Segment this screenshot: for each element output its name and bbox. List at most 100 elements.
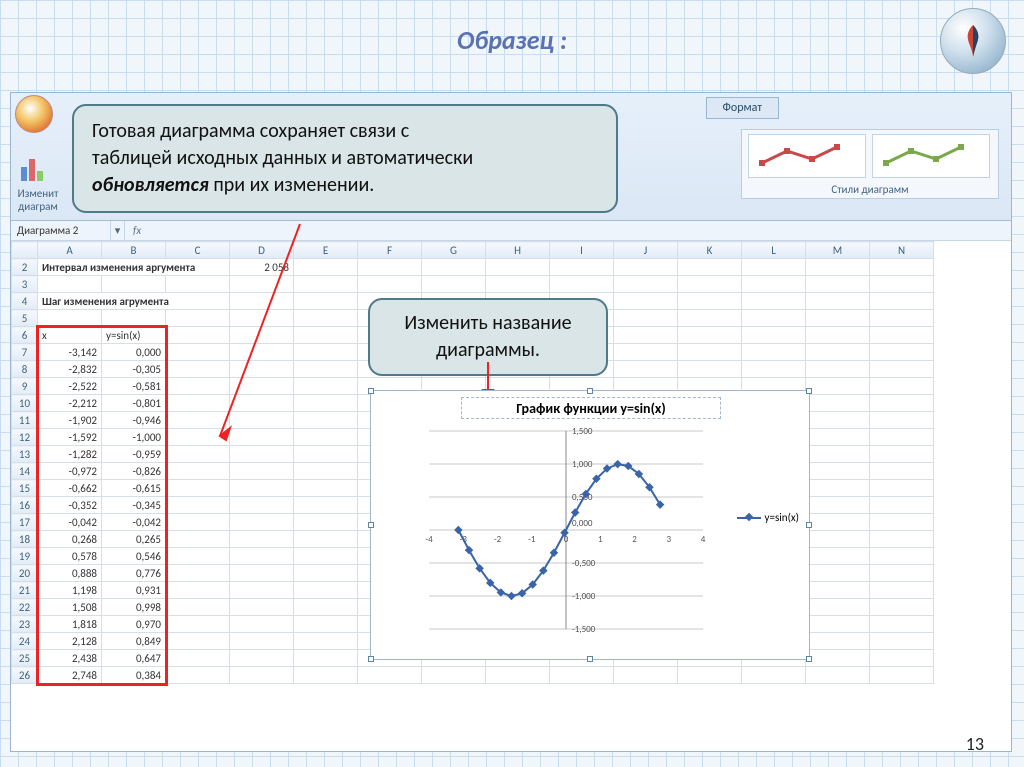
cell[interactable]: 2 058 bbox=[230, 259, 294, 276]
cell[interactable]: 0,000 bbox=[102, 344, 166, 361]
cell[interactable] bbox=[294, 446, 358, 463]
cell[interactable] bbox=[294, 293, 358, 310]
cell[interactable] bbox=[294, 633, 358, 650]
cell[interactable] bbox=[550, 259, 614, 276]
row-header[interactable]: 10 bbox=[12, 395, 38, 412]
cell[interactable] bbox=[294, 276, 358, 293]
cell[interactable] bbox=[870, 616, 934, 633]
name-box[interactable]: Диаграмма 2 bbox=[11, 221, 111, 240]
col-header[interactable]: B bbox=[102, 242, 166, 259]
cell[interactable]: 0,970 bbox=[102, 616, 166, 633]
cell[interactable] bbox=[230, 633, 294, 650]
cell[interactable] bbox=[230, 531, 294, 548]
cell[interactable] bbox=[870, 293, 934, 310]
cell[interactable] bbox=[230, 565, 294, 582]
col-header[interactable]: N bbox=[870, 242, 934, 259]
cell[interactable]: -3,142 bbox=[38, 344, 102, 361]
chart-type-icon[interactable] bbox=[17, 149, 53, 185]
cell[interactable] bbox=[230, 514, 294, 531]
cell[interactable]: 0,384 bbox=[102, 667, 166, 684]
cell[interactable] bbox=[550, 276, 614, 293]
cell[interactable] bbox=[870, 344, 934, 361]
name-box-dropdown[interactable]: ▾ bbox=[111, 221, 125, 240]
cell[interactable] bbox=[614, 293, 678, 310]
cell[interactable] bbox=[166, 412, 230, 429]
cell[interactable] bbox=[230, 582, 294, 599]
cell[interactable] bbox=[742, 259, 806, 276]
cell[interactable]: x bbox=[38, 327, 102, 344]
cell[interactable] bbox=[870, 667, 934, 684]
cell[interactable] bbox=[294, 378, 358, 395]
row-header[interactable]: 20 bbox=[12, 565, 38, 582]
cell[interactable] bbox=[806, 667, 870, 684]
row-header[interactable]: 23 bbox=[12, 616, 38, 633]
cell[interactable] bbox=[806, 463, 870, 480]
cell[interactable]: Интервал изменения аргумента bbox=[38, 259, 230, 276]
cell[interactable] bbox=[806, 599, 870, 616]
cell[interactable] bbox=[294, 259, 358, 276]
cell[interactable] bbox=[422, 259, 486, 276]
cell[interactable] bbox=[806, 395, 870, 412]
cell[interactable] bbox=[614, 667, 678, 684]
cell[interactable] bbox=[294, 463, 358, 480]
row-header[interactable]: 19 bbox=[12, 548, 38, 565]
col-header[interactable]: E bbox=[294, 242, 358, 259]
cell[interactable] bbox=[230, 344, 294, 361]
cell[interactable] bbox=[294, 497, 358, 514]
cell[interactable] bbox=[38, 310, 102, 327]
cell[interactable]: 0,998 bbox=[102, 599, 166, 616]
cell[interactable] bbox=[166, 378, 230, 395]
row-header[interactable]: 3 bbox=[12, 276, 38, 293]
cell[interactable] bbox=[166, 633, 230, 650]
row-header[interactable]: 9 bbox=[12, 378, 38, 395]
cell[interactable] bbox=[166, 463, 230, 480]
cell[interactable]: 0,268 bbox=[38, 531, 102, 548]
cell[interactable] bbox=[870, 276, 934, 293]
cell[interactable] bbox=[806, 429, 870, 446]
cell[interactable] bbox=[294, 514, 358, 531]
row-header[interactable]: 7 bbox=[12, 344, 38, 361]
cell[interactable]: 2,748 bbox=[38, 667, 102, 684]
cell[interactable] bbox=[806, 412, 870, 429]
cell[interactable]: 0,578 bbox=[38, 548, 102, 565]
cell[interactable] bbox=[870, 480, 934, 497]
cell[interactable]: -2,212 bbox=[38, 395, 102, 412]
row-header[interactable]: 25 bbox=[12, 650, 38, 667]
cell[interactable]: -1,592 bbox=[38, 429, 102, 446]
row-header[interactable]: 18 bbox=[12, 531, 38, 548]
cell[interactable] bbox=[806, 514, 870, 531]
cell[interactable] bbox=[230, 497, 294, 514]
cell[interactable] bbox=[230, 446, 294, 463]
cell[interactable] bbox=[742, 310, 806, 327]
cell[interactable] bbox=[230, 463, 294, 480]
cell[interactable] bbox=[166, 497, 230, 514]
row-header[interactable]: 22 bbox=[12, 599, 38, 616]
cell[interactable] bbox=[806, 497, 870, 514]
cell[interactable] bbox=[294, 582, 358, 599]
cell[interactable] bbox=[230, 429, 294, 446]
cell[interactable] bbox=[38, 276, 102, 293]
cell[interactable] bbox=[230, 412, 294, 429]
cell[interactable]: -2,832 bbox=[38, 361, 102, 378]
cell[interactable]: 2,128 bbox=[38, 633, 102, 650]
cell[interactable] bbox=[870, 429, 934, 446]
cell[interactable] bbox=[870, 582, 934, 599]
cell[interactable] bbox=[742, 344, 806, 361]
cell[interactable] bbox=[294, 344, 358, 361]
cell[interactable]: 1,508 bbox=[38, 599, 102, 616]
col-header[interactable]: C bbox=[166, 242, 230, 259]
cell[interactable] bbox=[678, 259, 742, 276]
cell[interactable] bbox=[870, 514, 934, 531]
cell[interactable] bbox=[486, 259, 550, 276]
cell[interactable] bbox=[294, 650, 358, 667]
col-header[interactable]: H bbox=[486, 242, 550, 259]
cell[interactable]: -1,000 bbox=[102, 429, 166, 446]
cell[interactable] bbox=[678, 361, 742, 378]
office-button[interactable] bbox=[15, 95, 53, 133]
cell[interactable]: y=sin(x) bbox=[102, 327, 166, 344]
cell[interactable] bbox=[166, 650, 230, 667]
cell[interactable] bbox=[870, 446, 934, 463]
col-header[interactable]: M bbox=[806, 242, 870, 259]
cell[interactable] bbox=[806, 327, 870, 344]
cell[interactable]: -0,042 bbox=[102, 514, 166, 531]
